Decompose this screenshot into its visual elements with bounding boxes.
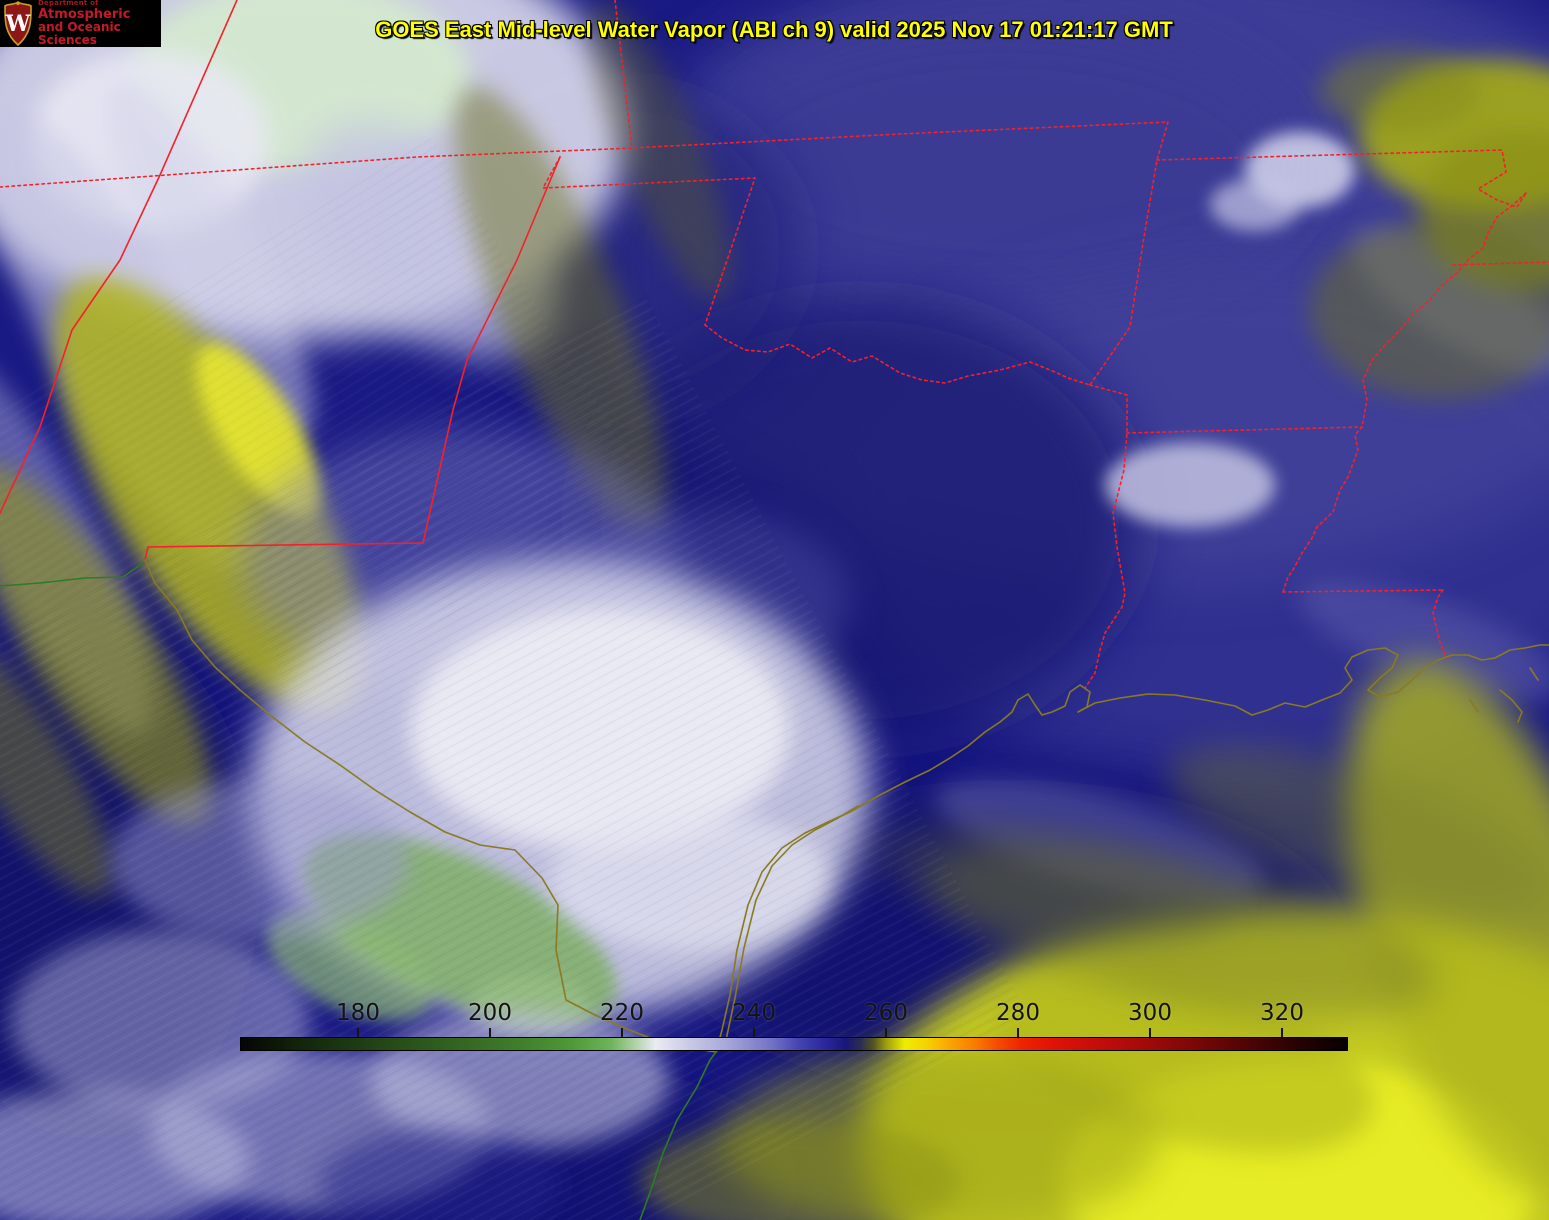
- texas-coastline: [715, 684, 1323, 1053]
- border-ar-ms-river: [1361, 192, 1527, 428]
- colorbar-tick: [1149, 1028, 1151, 1037]
- svg-text:W: W: [5, 11, 31, 37]
- border-mo-ar-west: [1089, 121, 1169, 386]
- border-37n: [0, 121, 1169, 188]
- logo-department-text: Department of: [38, 0, 99, 8]
- logo-line2: and Oceanic Sciences: [38, 20, 121, 47]
- colorbar: 180 200 220 240 260 280 300 320: [240, 1000, 1348, 1052]
- barrier-island: [715, 805, 859, 1053]
- rio-grande-river: [144, 559, 717, 1053]
- border-102w: [614, 0, 633, 149]
- logo-line1: Atmospheric: [38, 6, 131, 22]
- colorbar-label-240: 240: [732, 1000, 776, 1026]
- border-tx-la-sabine: [1084, 384, 1128, 689]
- border-tn-ms: [1452, 261, 1549, 266]
- colorbar-tick: [489, 1028, 491, 1037]
- colorbar-label-320: 320: [1260, 1000, 1304, 1026]
- border-pearl-river: [1432, 589, 1448, 659]
- image-title: GOES East Mid-level Water Vapor (ABI ch …: [375, 17, 1173, 42]
- colorbar-tick: [885, 1028, 887, 1037]
- colorbar-label-180: 180: [336, 1000, 380, 1026]
- border-la-ms-river: [1282, 426, 1363, 593]
- colorbar-gradient: [240, 1037, 1348, 1051]
- colorbar-tick: [753, 1028, 755, 1037]
- border-red-river: [704, 324, 1091, 386]
- us-mexico-border-west: [0, 562, 144, 587]
- border-la-ms-31n: [1282, 589, 1444, 593]
- border-mo-bootheel: [1156, 149, 1527, 208]
- border-nm-tx: [422, 156, 561, 544]
- louisiana-coastline: [1321, 644, 1549, 701]
- colorbar-label-260: 260: [864, 1000, 908, 1026]
- colorbar-label-220: 220: [600, 1000, 644, 1026]
- uw-crest-icon: W: [4, 1, 32, 46]
- colorbar-tick: [1281, 1028, 1283, 1037]
- colorbar-label-300: 300: [1128, 1000, 1172, 1026]
- mexico-coastline: [639, 1051, 717, 1220]
- border-ar-la: [1126, 426, 1363, 434]
- colorbar-tick: [621, 1028, 623, 1037]
- border-nm-south: [144, 542, 424, 561]
- uw-aos-logo: W Department of Atmospheric and Oceanic …: [0, 0, 161, 47]
- border-diagonal-west: [0, 0, 238, 514]
- colorbar-tick: [357, 1028, 359, 1037]
- colorbar-label-200: 200: [468, 1000, 512, 1026]
- mississippi-delta: [1469, 667, 1539, 723]
- colorbar-label-280: 280: [996, 1000, 1040, 1026]
- colorbar-tick: [1017, 1028, 1019, 1037]
- border-tx-panhandle: [542, 156, 756, 326]
